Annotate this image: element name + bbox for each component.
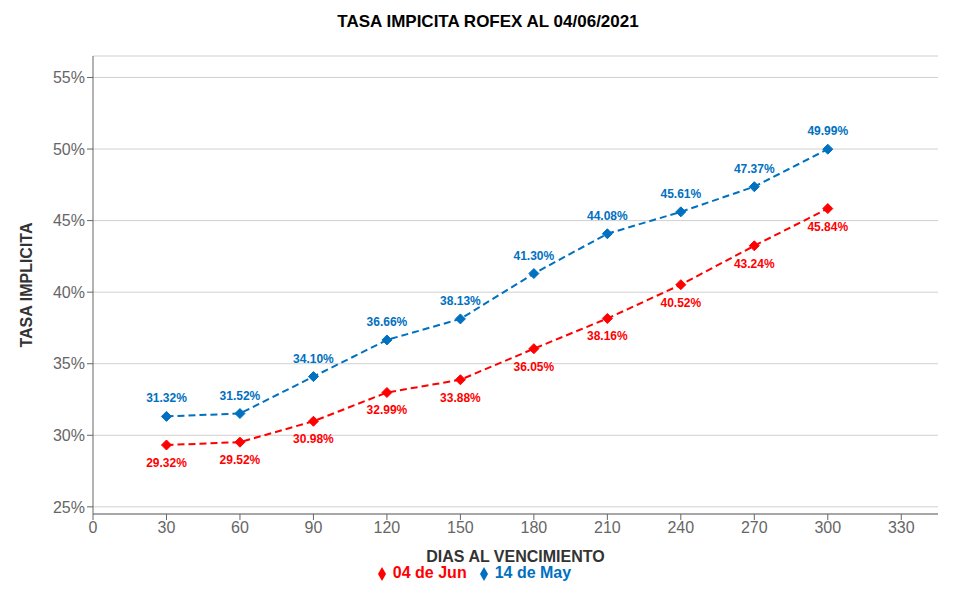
svg-text:33.88%: 33.88% xyxy=(440,391,481,405)
svg-text:41.30%: 41.30% xyxy=(514,249,555,263)
svg-text:35%: 35% xyxy=(53,355,85,372)
svg-text:30.98%: 30.98% xyxy=(293,432,334,446)
svg-text:55%: 55% xyxy=(53,69,85,86)
svg-text:29.32%: 29.32% xyxy=(146,456,187,470)
svg-text:25%: 25% xyxy=(53,499,85,516)
svg-text:29.52%: 29.52% xyxy=(220,453,261,467)
svg-text:45.61%: 45.61% xyxy=(660,187,701,201)
svg-text:330: 330 xyxy=(888,519,915,536)
svg-text:TASA IMPLICITA: TASA IMPLICITA xyxy=(18,222,35,347)
svg-text:38.13%: 38.13% xyxy=(440,294,481,308)
svg-text:60: 60 xyxy=(231,519,249,536)
html-text:14 de May: 14 de May xyxy=(494,564,572,581)
svg-text:45.84%: 45.84% xyxy=(807,220,848,234)
svg-text:49.99%: 49.99% xyxy=(807,124,848,138)
svg-text:0: 0 xyxy=(89,519,98,536)
html-text:04 de Jun: 04 de Jun xyxy=(392,564,467,581)
svg-text:40.52%: 40.52% xyxy=(660,296,701,310)
svg-text:270: 270 xyxy=(741,519,768,536)
svg-text:36.05%: 36.05% xyxy=(514,360,555,374)
svg-text:32.99%: 32.99% xyxy=(367,403,408,417)
svg-text:240: 240 xyxy=(667,519,694,536)
svg-text:45%: 45% xyxy=(53,212,85,229)
svg-text:38.16%: 38.16% xyxy=(587,329,628,343)
html-text:TASA IMPICITA ROFEX AL 04/06/2: TASA IMPICITA ROFEX AL 04/06/2021 xyxy=(337,12,639,31)
svg-text:47.37%: 47.37% xyxy=(734,162,775,176)
svg-text:40%: 40% xyxy=(53,284,85,301)
svg-text:300: 300 xyxy=(814,519,841,536)
svg-text:31.52%: 31.52% xyxy=(220,389,261,403)
svg-text:30%: 30% xyxy=(53,427,85,444)
svg-text:180: 180 xyxy=(521,519,548,536)
svg-text:90: 90 xyxy=(305,519,323,536)
svg-text:31.32%: 31.32% xyxy=(146,391,187,405)
svg-text:50%: 50% xyxy=(53,141,85,158)
svg-text:36.66%: 36.66% xyxy=(367,315,408,329)
svg-text:30: 30 xyxy=(158,519,176,536)
svg-text:150: 150 xyxy=(447,519,474,536)
svg-text:34.10%: 34.10% xyxy=(293,352,334,366)
svg-text:44.08%: 44.08% xyxy=(587,209,628,223)
svg-text:43.24%: 43.24% xyxy=(734,257,775,271)
svg-text:120: 120 xyxy=(374,519,401,536)
svg-text:DIAS AL VENCIMIENTO: DIAS AL VENCIMIENTO xyxy=(426,548,604,565)
svg-text:210: 210 xyxy=(594,519,621,536)
